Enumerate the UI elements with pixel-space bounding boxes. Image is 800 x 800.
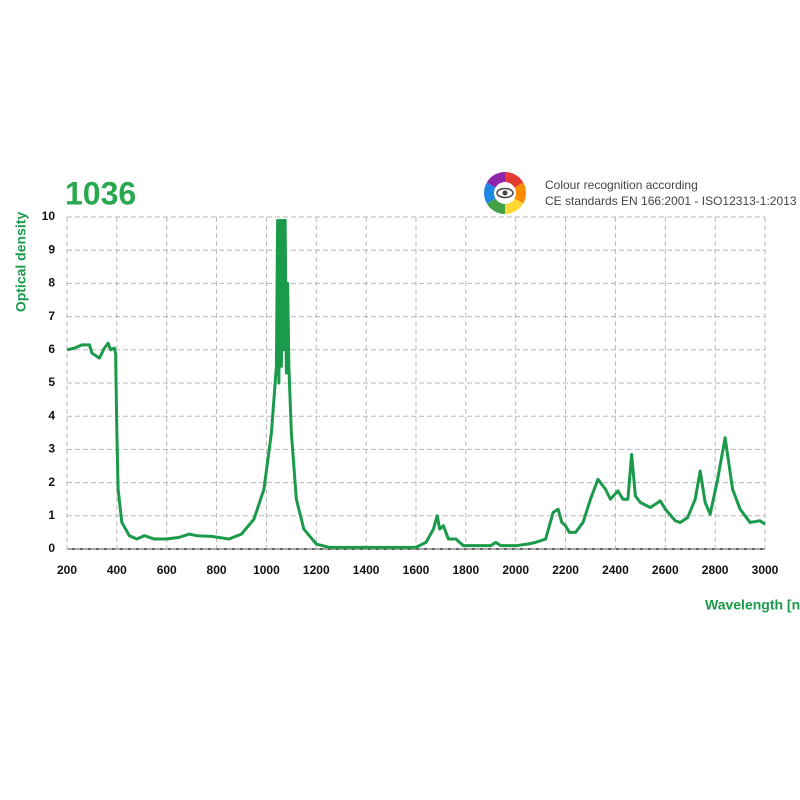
product-code: 1036 [65, 175, 136, 211]
y-tick-label: 2 [48, 475, 55, 489]
y-tick-label: 8 [48, 276, 55, 290]
note: Colour recognition according [545, 178, 698, 192]
x-tick-label: 400 [107, 563, 127, 577]
y-tick-label: 3 [48, 442, 55, 456]
x-tick-label: 1600 [403, 563, 430, 577]
colour-logo [483, 172, 527, 214]
x-tick-label: 200 [57, 563, 77, 577]
x-tick-label: 2400 [602, 563, 629, 577]
x-tick-label: 1400 [353, 563, 380, 577]
x-tick-label: 1800 [453, 563, 480, 577]
x-tick-label: 2800 [702, 563, 729, 577]
y-tick-label: 5 [48, 375, 55, 389]
data-line [66, 218, 766, 549]
y-tick-label: 1 [48, 508, 55, 522]
y-tick-label: 6 [48, 342, 55, 356]
x-tick-label: 800 [207, 563, 227, 577]
y-tick-label: 0 [48, 541, 55, 555]
x-tick-label: 3000 [752, 563, 779, 577]
x-tick-label: 2600 [652, 563, 679, 577]
y-tick-label: 9 [48, 242, 55, 256]
y-tick-label: 7 [48, 309, 55, 323]
x-tick-label: 1200 [303, 563, 330, 577]
y-tick-label: 4 [48, 408, 55, 422]
x-tick-label: 2200 [552, 563, 579, 577]
x-tick-label: 2000 [502, 563, 529, 577]
note: CE standards EN 166:2001 - ISO12313-1:20… [545, 194, 797, 208]
x-axis-title: Wavelength [nm] [705, 597, 800, 613]
y-tick-label: 10 [42, 209, 56, 223]
y-axis-title: Optical density [13, 212, 29, 313]
x-tick-label: 600 [157, 563, 177, 577]
x-tick-label: 1000 [253, 563, 280, 577]
